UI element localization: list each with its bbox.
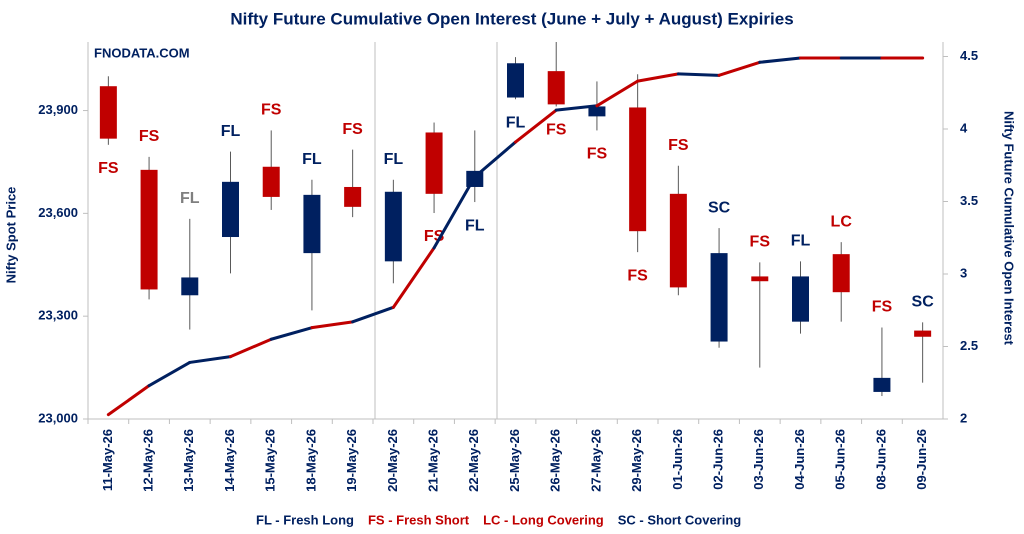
signal-label: SC [912, 294, 935, 311]
x-tick-label: 20-May-26 [385, 429, 400, 492]
candle-body [710, 253, 728, 342]
oi-segment [147, 360, 192, 388]
signal-label: FS [587, 146, 608, 163]
signal-label: FS [872, 299, 893, 316]
y-tick-label: 23,000 [38, 410, 78, 425]
watermark: FNODATA.COM [94, 45, 190, 60]
x-tick-label: 13-May-26 [181, 429, 196, 492]
chart-title: Nifty Future Cumulative Open Interest (J… [230, 9, 793, 28]
oi-segment [514, 108, 558, 144]
signal-label: FS [139, 128, 160, 145]
candle-body [914, 330, 932, 337]
oi-segment [269, 326, 314, 341]
oi-segment [636, 72, 680, 83]
candle-body [344, 186, 362, 207]
signal-label: FL [465, 217, 485, 234]
candle-body [384, 191, 402, 262]
oi-segment [473, 140, 517, 179]
x-tick-label: 04-Jun-26 [792, 429, 807, 490]
oi-segment [106, 384, 151, 417]
signal-label: SC [708, 199, 731, 216]
oi-segment [717, 60, 762, 77]
oi-segment [391, 246, 436, 309]
oi-segment [432, 175, 477, 250]
x-tick-label: 15-May-26 [263, 429, 278, 492]
oi-segment [229, 337, 273, 359]
candle-body [181, 277, 199, 296]
y2-tick-label: 4.5 [960, 48, 978, 63]
legend-entry: FS - Fresh Short [368, 512, 470, 527]
y2-tick-label: 2.5 [960, 338, 978, 353]
oi-segment [351, 305, 395, 324]
candle-body [792, 276, 809, 322]
signal-label: FS [627, 267, 648, 284]
y-axis-label: Nifty Spot Price [3, 187, 18, 284]
y2-tick-label: 2 [960, 410, 967, 425]
legend-entry: FL - Fresh Long [256, 512, 354, 527]
signal-label: FL [506, 114, 526, 131]
y2-tick-label: 3 [960, 265, 967, 280]
candle-body [507, 63, 524, 98]
signal-label: FL [221, 123, 241, 140]
x-tick-label: 25-May-26 [507, 429, 522, 492]
signal-label: FL [180, 190, 200, 207]
candle-body [425, 132, 443, 194]
signal-label: LC [831, 213, 853, 230]
candle-body [832, 254, 850, 293]
candle-body [669, 193, 687, 288]
x-tick-label: 21-May-26 [426, 429, 441, 492]
signal-label: FS [668, 137, 689, 154]
legend-entry: LC - Long Covering [483, 512, 604, 527]
candle-body [303, 194, 321, 254]
signal-label: FL [791, 233, 811, 250]
x-tick-label: 19-May-26 [344, 429, 359, 492]
legend-entry: SC - Short Covering [618, 512, 742, 527]
x-tick-label: 14-May-26 [222, 429, 237, 492]
oi-segment [554, 104, 599, 112]
x-tick-label: 11-May-26 [100, 429, 115, 491]
signal-label: FS [261, 102, 282, 119]
candle-body [99, 86, 117, 139]
candle-body [222, 181, 239, 238]
x-tick-label: 22-May-26 [466, 429, 481, 492]
x-tick-label: 12-May-26 [141, 429, 156, 492]
x-tick-label: 18-May-26 [303, 429, 318, 492]
x-tick-label: 09-Jun-26 [914, 429, 929, 490]
oi-segment [310, 320, 355, 330]
y-tick-label: 23,300 [38, 308, 78, 323]
candle-body [140, 169, 158, 290]
candle-body [262, 166, 280, 197]
oi-segment [676, 72, 721, 77]
candle-body [588, 106, 606, 117]
y2-axis-label: Nifty Future Cumulative Open Interest [1002, 111, 1017, 346]
y-tick-label: 23,600 [38, 205, 78, 220]
candle-body [547, 71, 565, 105]
signal-label: FL [302, 151, 322, 168]
candle-body [629, 107, 647, 232]
x-tick-label: 08-Jun-26 [873, 429, 888, 490]
x-tick-label: 26-May-26 [548, 429, 563, 492]
candle-body [873, 377, 891, 392]
x-tick-label: 05-Jun-26 [833, 429, 848, 490]
y2-tick-label: 3.5 [960, 193, 978, 208]
x-tick-label: 29-May-26 [629, 429, 644, 492]
y-tick-label: 23,900 [38, 102, 78, 117]
signal-label: FS [342, 121, 363, 138]
signal-label: FL [384, 151, 404, 168]
x-tick-label: 27-May-26 [588, 429, 603, 492]
oi-segment [188, 355, 232, 364]
x-tick-label: 01-Jun-26 [670, 429, 685, 490]
x-tick-label: 03-Jun-26 [751, 429, 766, 490]
oi-segment [595, 79, 640, 108]
candle-body [751, 276, 769, 282]
signal-label: FS [546, 122, 567, 139]
oi-segment [758, 56, 802, 64]
x-tick-label: 02-Jun-26 [711, 429, 726, 490]
y2-tick-label: 4 [960, 120, 968, 135]
signal-label: FS [98, 160, 119, 177]
signal-label: FS [750, 234, 771, 251]
